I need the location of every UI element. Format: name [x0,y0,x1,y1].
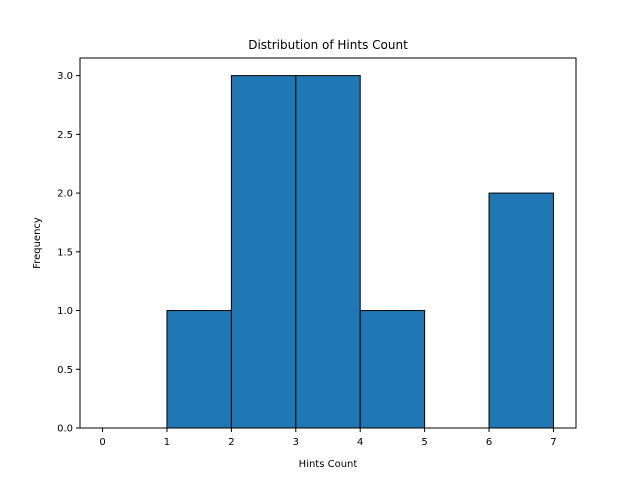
x-tick-label: 3 [293,437,299,448]
x-tick-label: 0 [99,437,105,448]
histogram-bar [359,310,426,429]
y-tick-label: 2.0 [57,189,73,200]
y-axis-label: Frequency [32,217,43,269]
x-axis-label: Hints Count [299,459,358,470]
chart-title: Distribution of Hints Count [248,38,408,52]
y-tick-label: 2.5 [57,130,73,141]
x-tick-label: 4 [357,437,363,448]
y-tick-label: 1.0 [57,306,73,317]
histogram-bar [295,75,361,429]
bars-group [166,75,554,429]
plot-frame [79,57,577,429]
histogram-bar [488,192,554,429]
x-tick-label: 1 [164,437,170,448]
y-tick-label: 3.0 [57,71,73,82]
y-tick-label: 1.5 [57,247,73,258]
x-tick-label: 2 [228,437,234,448]
histogram-bar [166,310,232,429]
x-tick-label: 5 [421,437,427,448]
y-tick-label: 0.5 [57,365,73,376]
x-ticks-group: 0 1 2 3 4 5 6 7 [99,428,557,448]
y-ticks-group: 0.0 0.5 1.0 1.5 2.0 2.5 3.0 [57,71,80,435]
histogram-bar [230,75,297,429]
x-tick-label: 6 [486,437,492,448]
y-tick-label: 0.0 [57,424,73,435]
x-tick-label: 7 [550,437,556,448]
